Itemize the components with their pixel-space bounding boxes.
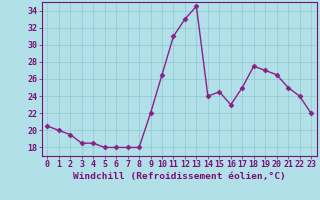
X-axis label: Windchill (Refroidissement éolien,°C): Windchill (Refroidissement éolien,°C) — [73, 172, 285, 181]
